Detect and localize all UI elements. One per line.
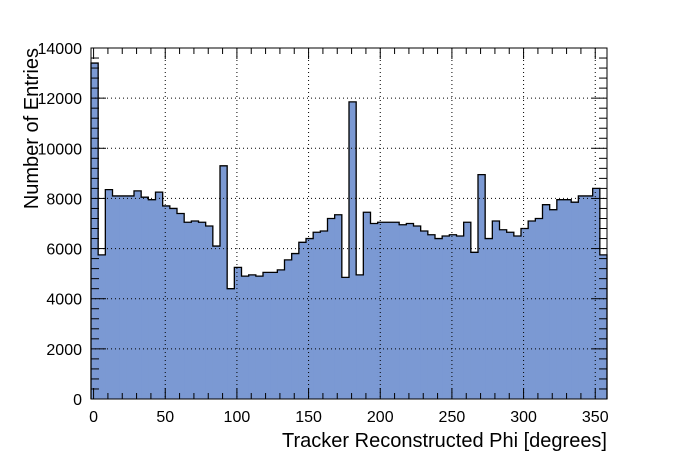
histogram-bar <box>420 231 429 399</box>
x-tick-label: 0 <box>89 409 98 426</box>
histogram-bar <box>119 195 128 399</box>
histogram-bar <box>105 189 113 399</box>
histogram-bar <box>528 220 536 399</box>
histogram-bar <box>463 222 472 399</box>
histogram-bar <box>155 192 164 399</box>
histogram-bar <box>592 188 601 399</box>
histogram-bar <box>298 242 307 399</box>
histogram-bar <box>506 232 515 399</box>
histogram-bar <box>227 288 235 399</box>
grid-lines <box>91 47 607 399</box>
histogram-bar <box>205 226 214 399</box>
histogram-bar <box>435 238 443 399</box>
histogram-bar <box>442 236 450 399</box>
histogram-bar <box>306 238 314 399</box>
axis-ticks <box>91 47 607 400</box>
histogram-bar <box>126 195 135 399</box>
x-axis-title: Tracker Reconstructed Phi [degrees] <box>282 430 607 452</box>
histogram-bar <box>341 277 350 399</box>
histogram-bar <box>384 222 393 399</box>
histogram-bar <box>112 195 121 399</box>
x-tick-labels: 0 50 100 150 200 250 300 350 <box>89 409 609 426</box>
histogram-bar <box>521 228 529 399</box>
histogram-bar <box>263 272 271 399</box>
y-tick-label: 12000 <box>38 91 83 108</box>
y-tick-label: 4000 <box>46 292 82 309</box>
histogram-bar <box>585 195 594 399</box>
y-tick-label: 6000 <box>46 242 82 259</box>
y-tick-label: 10000 <box>38 141 83 158</box>
histogram-bar <box>162 205 171 399</box>
histogram-bar <box>542 204 551 399</box>
histogram-bar <box>392 222 400 399</box>
histogram-bar <box>492 220 500 399</box>
histogram-bar <box>313 232 321 399</box>
histogram-bar <box>184 222 192 399</box>
histogram-bar <box>255 276 264 399</box>
histogram-bar <box>220 165 228 399</box>
histogram-bar <box>248 274 257 399</box>
y-axis-title: Number of Entries <box>21 48 43 209</box>
histogram-bar <box>327 218 336 399</box>
y-tick-labels: 0 2000 4000 6000 8000 10000 12000 14000 <box>38 41 83 409</box>
histogram-bars <box>91 63 608 400</box>
histogram-bar <box>456 236 465 399</box>
histogram-bar <box>191 220 199 399</box>
histogram-bar <box>141 197 149 399</box>
histogram-bar <box>499 229 508 399</box>
histogram-bar <box>98 254 106 399</box>
histogram-bar <box>478 174 486 399</box>
histogram-bar <box>427 234 436 399</box>
histogram-bar <box>564 199 572 399</box>
histogram-bar <box>363 212 371 399</box>
x-tick-label: 250 <box>439 409 466 426</box>
histogram-outline <box>90 62 608 399</box>
histogram-bar <box>449 234 457 399</box>
histogram-bar <box>413 226 422 399</box>
histogram-bar <box>277 269 285 399</box>
histogram-bar <box>370 223 379 399</box>
y-tick-label: 0 <box>73 392 82 409</box>
histogram-bar <box>169 208 178 399</box>
x-tick-label: 350 <box>582 409 609 426</box>
histogram-bar <box>349 101 357 400</box>
histogram-bar <box>578 195 586 399</box>
histogram-bar <box>470 252 479 399</box>
histogram-bar <box>241 276 250 399</box>
histogram-bar <box>334 214 343 399</box>
histogram-bar <box>549 209 558 399</box>
plot-frame <box>90 47 608 400</box>
histogram-bar <box>356 274 364 399</box>
histogram-bar <box>406 223 414 399</box>
histogram-bar <box>513 236 522 399</box>
x-tick-label: 300 <box>510 409 537 426</box>
histogram-bar <box>535 218 543 399</box>
histogram-bar <box>91 63 99 400</box>
x-tick-label: 100 <box>224 409 251 426</box>
histogram-bar <box>399 224 407 399</box>
histogram-bar <box>270 272 278 399</box>
histogram-bar <box>177 213 185 399</box>
histogram-bar <box>485 238 493 399</box>
histogram-bar <box>284 259 293 399</box>
histogram-bar <box>212 246 221 399</box>
histogram-bar <box>234 267 242 399</box>
y-tick-label: 8000 <box>46 191 82 208</box>
histogram-bar <box>291 253 300 399</box>
histogram-bar <box>148 199 156 399</box>
histogram-bar <box>599 254 608 399</box>
histogram-bar <box>377 222 386 399</box>
histogram-bar <box>320 231 328 399</box>
histogram-bar <box>556 199 565 399</box>
x-tick-label: 150 <box>295 409 322 426</box>
x-tick-label: 200 <box>367 409 394 426</box>
y-tick-label: 2000 <box>46 342 82 359</box>
histogram-bar <box>571 202 579 399</box>
histogram-bar <box>198 222 207 399</box>
y-tick-label: 14000 <box>38 41 83 58</box>
x-tick-label: 50 <box>156 409 174 426</box>
histogram-bar <box>134 190 142 399</box>
